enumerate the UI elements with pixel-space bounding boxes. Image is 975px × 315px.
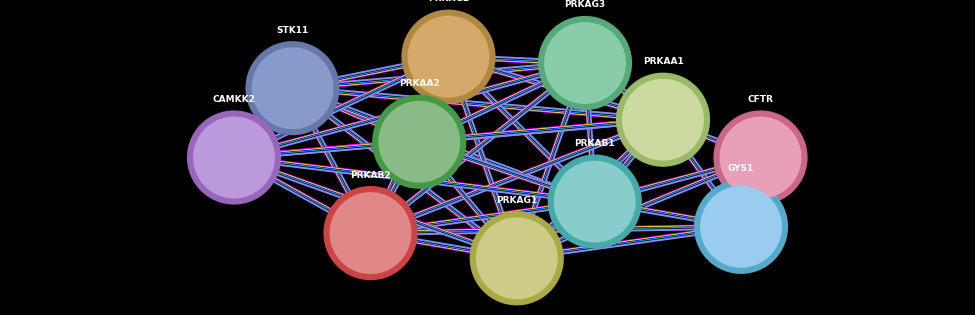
Text: PRKAA2: PRKAA2	[399, 79, 440, 88]
Ellipse shape	[720, 117, 801, 198]
Ellipse shape	[470, 211, 564, 306]
Ellipse shape	[324, 186, 417, 280]
Ellipse shape	[714, 111, 807, 205]
Text: PRKAA1: PRKAA1	[643, 57, 683, 66]
Ellipse shape	[548, 154, 642, 249]
Text: PRKAB1: PRKAB1	[574, 139, 615, 148]
Ellipse shape	[246, 41, 339, 135]
Text: CAMKK2: CAMKK2	[213, 95, 255, 104]
Ellipse shape	[616, 72, 710, 167]
Ellipse shape	[330, 192, 411, 274]
Text: CFTR: CFTR	[748, 95, 773, 104]
Ellipse shape	[378, 101, 460, 183]
Ellipse shape	[538, 16, 632, 110]
Ellipse shape	[408, 16, 489, 98]
Ellipse shape	[554, 161, 636, 243]
Ellipse shape	[402, 9, 495, 104]
Ellipse shape	[700, 186, 782, 268]
Text: STK11: STK11	[276, 26, 309, 35]
Text: PRKAG3: PRKAG3	[565, 0, 605, 9]
Ellipse shape	[372, 94, 466, 189]
Ellipse shape	[544, 22, 626, 104]
Text: GYS1: GYS1	[728, 164, 754, 173]
Text: PRKAB2: PRKAB2	[350, 170, 391, 180]
Ellipse shape	[193, 117, 275, 198]
Ellipse shape	[252, 47, 333, 129]
Text: PRKAG1: PRKAG1	[496, 196, 537, 205]
Ellipse shape	[187, 111, 281, 205]
Text: PRKAG2: PRKAG2	[428, 0, 469, 3]
Ellipse shape	[622, 79, 704, 161]
Ellipse shape	[476, 217, 558, 299]
Ellipse shape	[694, 180, 788, 274]
